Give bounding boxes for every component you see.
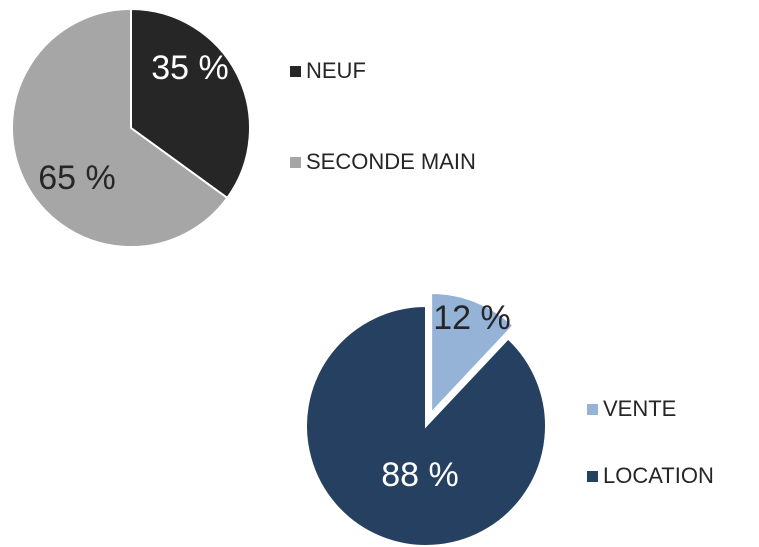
legend-swatch <box>587 404 598 415</box>
legend-swatch <box>290 66 301 77</box>
pie-slice <box>305 304 547 547</box>
legend-swatch <box>290 157 301 168</box>
pie-slice <box>430 291 515 416</box>
legend-label: SECONDE MAIN <box>306 149 476 174</box>
pie-slice <box>130 7 251 200</box>
slice-label: 65 % <box>38 159 116 197</box>
slice-label: 35 % <box>151 49 229 87</box>
legend-label: VENTE <box>603 396 676 421</box>
slice-label: 12 % <box>433 299 511 337</box>
pie-slice <box>11 7 229 248</box>
slice-label: 88 % <box>381 456 459 494</box>
legend-swatch <box>587 471 598 482</box>
legend-label: NEUF <box>306 58 366 83</box>
legend-label: LOCATION <box>603 463 714 488</box>
